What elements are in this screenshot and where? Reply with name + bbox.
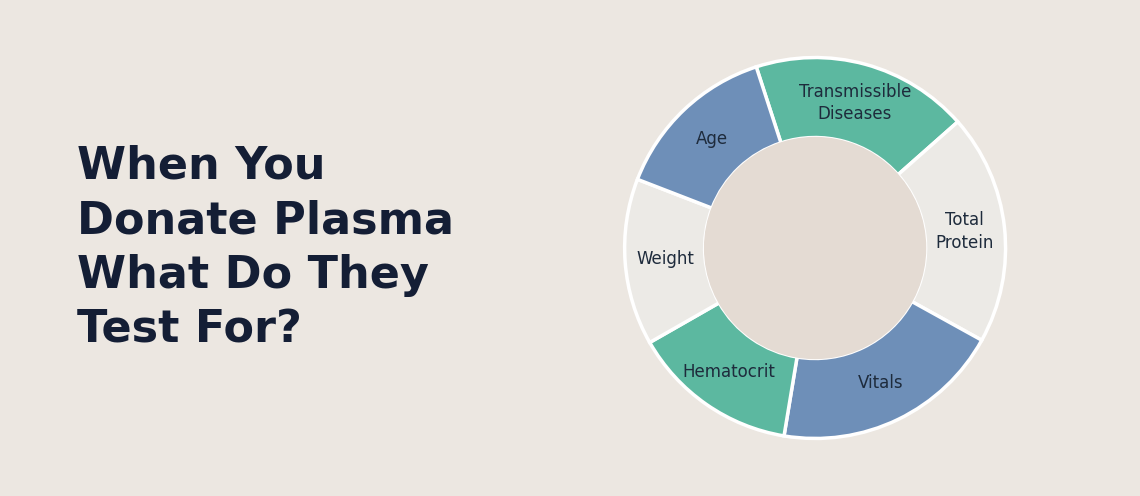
Circle shape <box>705 137 926 359</box>
Wedge shape <box>756 58 958 175</box>
Wedge shape <box>784 302 982 438</box>
Wedge shape <box>898 122 1005 340</box>
Text: Hematocrit: Hematocrit <box>683 363 775 380</box>
Text: Transmissible
Diseases: Transmissible Diseases <box>798 83 911 123</box>
Wedge shape <box>637 67 781 208</box>
Text: Weight: Weight <box>636 250 694 268</box>
Text: Vitals: Vitals <box>857 374 904 392</box>
Text: When You
Donate Plasma
What Do They
Test For?: When You Donate Plasma What Do They Test… <box>76 144 454 352</box>
Wedge shape <box>650 303 797 436</box>
Text: Total
Protein: Total Protein <box>936 211 994 251</box>
Text: Age: Age <box>695 130 727 148</box>
Wedge shape <box>625 180 719 342</box>
